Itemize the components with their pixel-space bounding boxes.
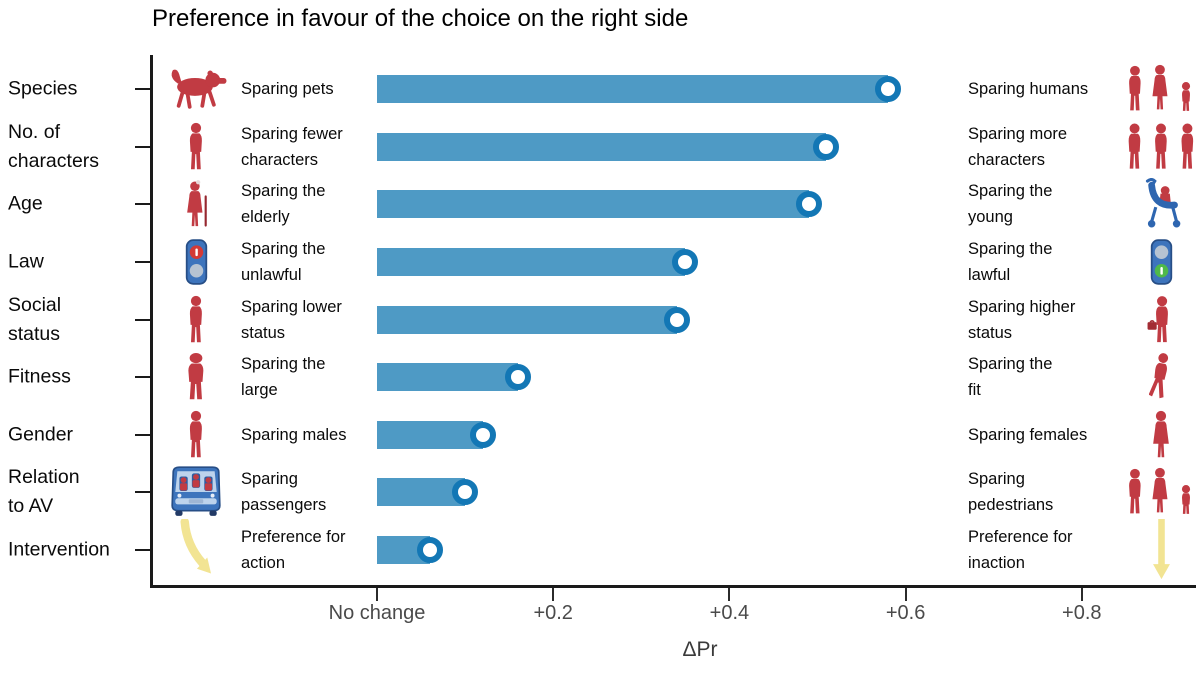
x-tick-label: +0.6 xyxy=(885,602,926,624)
category-tick xyxy=(135,261,150,263)
category-tick xyxy=(135,146,150,148)
bar-right-label: Sparing higher status xyxy=(968,298,1076,342)
category-tick xyxy=(135,376,150,378)
dog-icon xyxy=(158,68,234,110)
x-tick-label: No change xyxy=(328,602,426,624)
bar-left-label: Sparing pets xyxy=(241,80,334,98)
category-label: Relation to AV xyxy=(8,466,80,517)
bar-right-label: Sparing humans xyxy=(968,80,1089,98)
male-person-icon xyxy=(158,410,234,460)
category-tick xyxy=(135,203,150,205)
chart-row-law: Law Sparing the unlawful Sparing the law… xyxy=(0,233,1200,291)
chart-row-social-status: Social status Sparing lower status Spari… xyxy=(0,291,1200,349)
x-tick xyxy=(904,588,907,601)
category-label: Social status xyxy=(8,294,62,345)
bar-right-label: Preference for inaction xyxy=(968,528,1073,572)
x-tick xyxy=(552,588,555,601)
x-tick xyxy=(728,588,731,601)
bar[interactable] xyxy=(377,190,809,218)
traffic-light-red-icon xyxy=(158,238,234,286)
category-label: Age xyxy=(8,192,43,215)
category-label: Fitness xyxy=(8,365,71,388)
bar-left-label: Sparing passengers xyxy=(241,470,327,514)
three-persons-icon xyxy=(1122,122,1200,172)
category-tick xyxy=(135,88,150,90)
bar-marker[interactable] xyxy=(672,249,699,275)
category-label: Species xyxy=(8,77,78,100)
female-person-icon xyxy=(1122,410,1200,460)
bar-left-label: Sparing males xyxy=(241,426,347,444)
large-person-icon xyxy=(158,352,234,402)
category-tick xyxy=(135,319,150,321)
av-vehicle-icon xyxy=(158,464,234,520)
y-axis-line xyxy=(150,55,153,588)
category-label: Intervention xyxy=(8,538,110,561)
chart-row-characters: No. of characters Sparing fewer characte… xyxy=(0,118,1200,176)
category-tick xyxy=(135,491,150,493)
x-tick xyxy=(376,588,378,601)
bar-marker[interactable] xyxy=(663,307,690,333)
bar[interactable] xyxy=(377,248,686,276)
bar-right-label: Sparing the young xyxy=(968,182,1053,226)
bar-marker[interactable] xyxy=(416,537,443,563)
bar-right-label: Sparing females xyxy=(968,426,1088,444)
x-tick xyxy=(1080,588,1083,601)
humans-group-icon xyxy=(1122,64,1200,114)
bar[interactable] xyxy=(377,478,466,506)
bar-left-label: Sparing fewer characters xyxy=(241,125,343,169)
businessperson-icon xyxy=(1122,295,1200,345)
x-axis-line xyxy=(150,585,1196,588)
bar-right-label: Sparing more characters xyxy=(968,125,1068,169)
chart-title: Preference in favour of the choice on th… xyxy=(152,5,689,32)
swerve-arrow-icon xyxy=(158,519,234,581)
category-label: No. of characters xyxy=(8,121,100,172)
bar-right-label: Sparing the fit xyxy=(968,355,1053,399)
x-tick-label: +0.4 xyxy=(709,602,750,624)
x-tick-label: +0.2 xyxy=(533,602,573,624)
bar-marker[interactable] xyxy=(795,191,822,217)
bar-right-label: Sparing the lawful xyxy=(968,240,1053,284)
stroller-icon xyxy=(1122,178,1200,230)
runner-icon xyxy=(1122,352,1200,402)
person-icon xyxy=(158,122,234,172)
bar[interactable] xyxy=(377,363,518,391)
category-label: Gender xyxy=(8,423,74,446)
chart-row-relation-to-av: Relation to AV Sparing passengers Sparin… xyxy=(0,463,1200,521)
bar[interactable] xyxy=(377,133,827,161)
bar-left-label: Sparing the elderly xyxy=(241,182,326,226)
category-label: Law xyxy=(8,250,44,273)
pedestrians-group-icon xyxy=(1122,467,1200,517)
bar-left-label: Sparing lower status xyxy=(241,298,342,342)
category-tick xyxy=(135,549,150,551)
bar-marker[interactable] xyxy=(813,134,840,160)
bar-left-label: Preference for action xyxy=(241,528,346,572)
bar-right-label: Sparing pedestrians xyxy=(968,470,1054,514)
bar[interactable] xyxy=(377,306,677,334)
x-tick-label: +0.8 xyxy=(1062,602,1102,624)
chart-row-fitness: Fitness Sparing the large Sparing the fi… xyxy=(0,348,1200,406)
bar-marker[interactable] xyxy=(469,422,496,448)
chart-row-species: Species Sparing pets Sparing humans xyxy=(0,60,1200,118)
category-tick xyxy=(135,434,150,436)
elderly-person-icon xyxy=(158,179,234,229)
person-icon xyxy=(158,295,234,345)
bar[interactable] xyxy=(377,421,483,449)
bar-marker[interactable] xyxy=(452,479,479,505)
bar-left-label: Sparing the unlawful xyxy=(241,240,326,284)
x-axis-title: ΔPr xyxy=(682,638,718,661)
traffic-light-green-icon xyxy=(1122,238,1200,286)
bar-marker[interactable] xyxy=(874,76,901,102)
chart-row-intervention: Intervention Preference for action Prefe… xyxy=(0,519,1200,581)
bar[interactable] xyxy=(377,75,888,103)
chart-row-age: Age Sparing the elderly Sparing the youn… xyxy=(0,175,1200,233)
bar-left-label: Sparing the large xyxy=(241,355,326,399)
straight-arrow-icon xyxy=(1122,519,1200,581)
chart-row-gender: Gender Sparing males Sparing females xyxy=(0,406,1200,464)
bar-marker[interactable] xyxy=(504,364,531,390)
